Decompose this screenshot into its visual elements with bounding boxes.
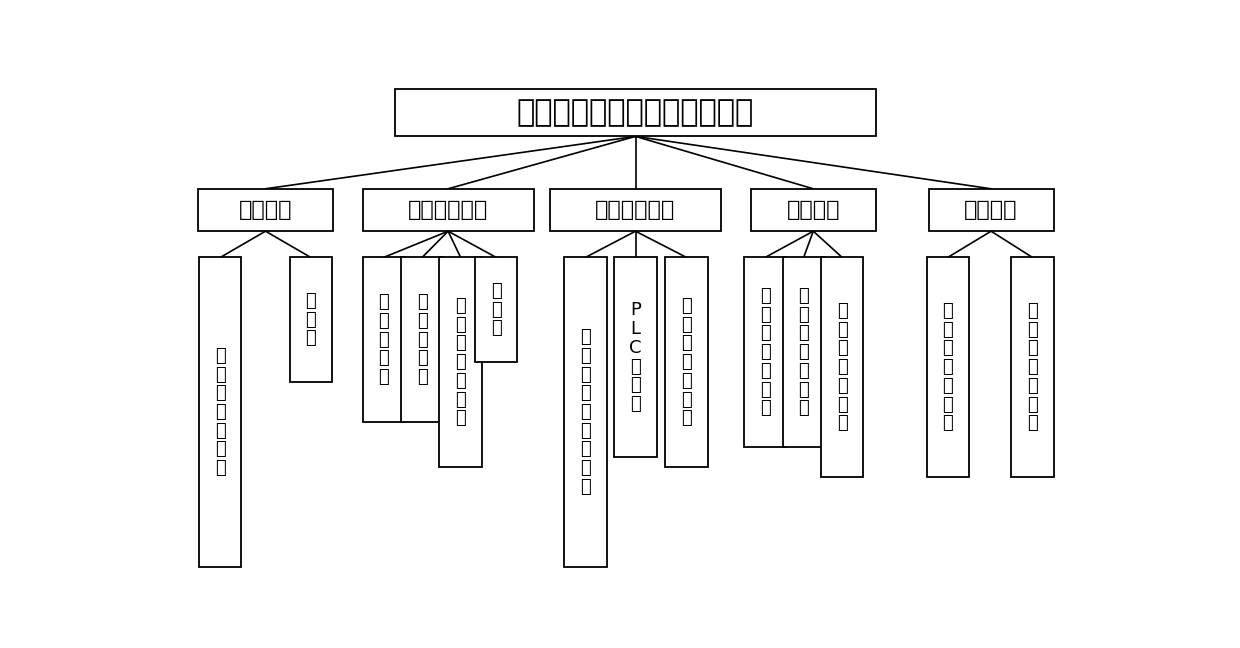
Text: 基于电量监测的投影触发系统: 基于电量监测的投影触发系统	[517, 98, 754, 127]
Text: 投
影
灯: 投 影 灯	[305, 292, 316, 347]
Text: 投影模块: 投影模块	[239, 200, 293, 220]
Text: 运
行
状
态
监
测
子
模
块: 运 行 状 态 监 测 子 模 块	[580, 329, 591, 496]
Text: 距
离
调
节
子
模
块: 距 离 调 节 子 模 块	[837, 302, 847, 432]
FancyBboxPatch shape	[926, 257, 968, 477]
FancyBboxPatch shape	[564, 257, 606, 567]
Text: 电
量
监
测
子
模
块: 电 量 监 测 子 模 块	[681, 297, 692, 427]
FancyBboxPatch shape	[439, 257, 481, 467]
Text: P
L
C
控
制
器: P L C 控 制 器	[629, 301, 642, 413]
Text: 距
离
传
感
器: 距 离 传 感 器	[378, 294, 389, 386]
Text: 计
时
器: 计 时 器	[491, 282, 501, 338]
FancyBboxPatch shape	[614, 257, 657, 457]
Text: 数据采集模块: 数据采集模块	[408, 200, 489, 220]
FancyBboxPatch shape	[200, 257, 242, 567]
Text: 系统控制模块: 系统控制模块	[595, 200, 676, 220]
FancyBboxPatch shape	[744, 257, 786, 447]
Text: 调节模块: 调节模块	[786, 200, 839, 220]
Text: 亮
度
传
感
器: 亮 度 传 感 器	[417, 294, 428, 386]
Text: 角
度
调
节
子
模
块: 角 度 调 节 子 模 块	[760, 287, 770, 417]
FancyBboxPatch shape	[401, 257, 444, 422]
FancyBboxPatch shape	[475, 257, 517, 362]
FancyBboxPatch shape	[821, 257, 863, 477]
FancyBboxPatch shape	[929, 189, 1054, 231]
FancyBboxPatch shape	[551, 189, 720, 231]
FancyBboxPatch shape	[198, 189, 332, 231]
Text: 光
斑
检
测
子
模
块: 光 斑 检 测 子 模 块	[455, 297, 466, 427]
FancyBboxPatch shape	[1012, 257, 1054, 477]
FancyBboxPatch shape	[396, 89, 875, 136]
Text: 手
动
切
换
子
模
块: 手 动 切 换 子 模 块	[942, 302, 954, 432]
FancyBboxPatch shape	[290, 257, 332, 382]
Text: 自
动
切
换
子
模
块: 自 动 切 换 子 模 块	[215, 347, 226, 477]
FancyBboxPatch shape	[782, 257, 825, 447]
FancyBboxPatch shape	[666, 257, 708, 467]
Text: 手
动
调
节
子
模
块: 手 动 调 节 子 模 块	[1027, 302, 1038, 432]
FancyBboxPatch shape	[362, 189, 533, 231]
FancyBboxPatch shape	[362, 257, 404, 422]
Text: 手动模块: 手动模块	[965, 200, 1018, 220]
Text: 亮
度
调
节
子
模
块: 亮 度 调 节 子 模 块	[799, 287, 808, 417]
FancyBboxPatch shape	[751, 189, 875, 231]
